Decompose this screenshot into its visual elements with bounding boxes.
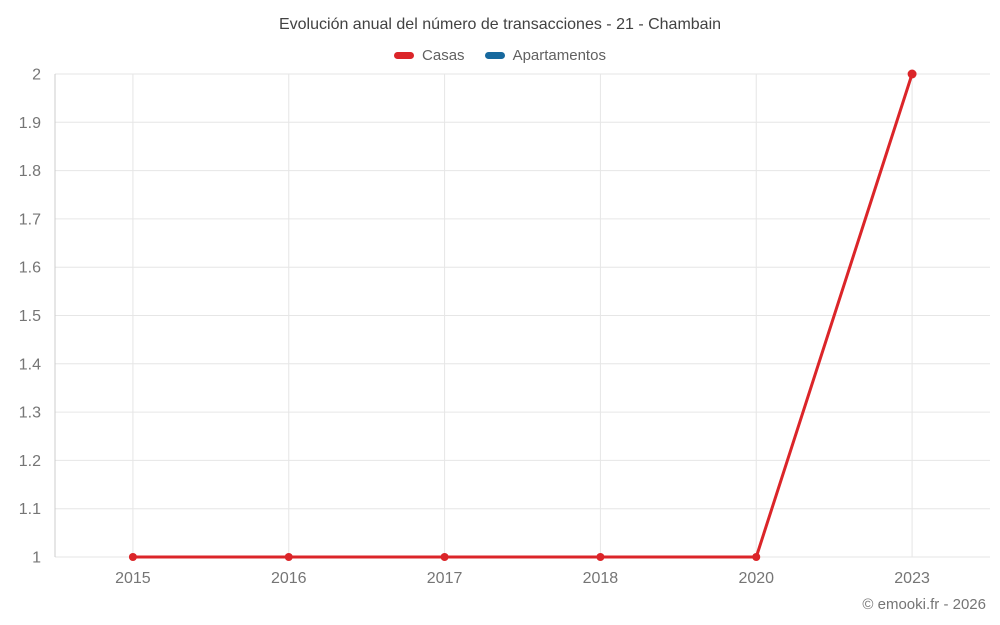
y-tick-label: 1.2 — [19, 453, 41, 470]
data-point-casas[interactable] — [596, 553, 605, 561]
series-line-casas — [131, 72, 914, 559]
legend: Casas Apartamentos — [0, 47, 1000, 64]
data-point-casas[interactable] — [284, 553, 293, 561]
legend-item-casas: Casas — [394, 47, 465, 64]
legend-label-apartamentos: Apartamentos — [512, 47, 606, 64]
y-tick-label: 1.3 — [19, 405, 41, 422]
y-tick-label: 1 — [32, 550, 41, 567]
y-tick-label: 1.8 — [19, 163, 41, 180]
y-tick-label: 2 — [32, 67, 41, 84]
data-point-casas[interactable] — [752, 553, 761, 561]
x-tick-label: 2017 — [427, 570, 463, 587]
x-tick-label: 2015 — [115, 570, 151, 587]
chart-title: Evolución anual del número de transaccio… — [278, 16, 722, 33]
x-tick-label: 2020 — [738, 570, 774, 587]
footer-credit: © emooki.fr - 2026 — [862, 596, 986, 613]
y-tick-label: 1.6 — [19, 260, 41, 277]
x-tick-label: 2016 — [271, 570, 307, 587]
y-tick-label: 1.1 — [19, 501, 41, 518]
legend-label-casas: Casas — [422, 47, 465, 64]
y-tick-label: 1.4 — [19, 356, 41, 373]
data-point-casas[interactable] — [440, 553, 449, 561]
legend-swatch-casas — [394, 52, 415, 59]
data-point-casas[interactable] — [128, 553, 137, 561]
data-point-casas[interactable] — [907, 69, 917, 79]
x-tick-label: 2018 — [583, 570, 619, 587]
legend-swatch-apartamentos — [484, 52, 505, 59]
y-tick-label: 1.7 — [19, 211, 41, 228]
y-tick-label: 1.9 — [19, 115, 41, 132]
y-tick-label: 1.5 — [19, 308, 41, 325]
x-tick-label: 2023 — [894, 570, 930, 587]
legend-item-apartamentos: Apartamentos — [484, 47, 606, 64]
